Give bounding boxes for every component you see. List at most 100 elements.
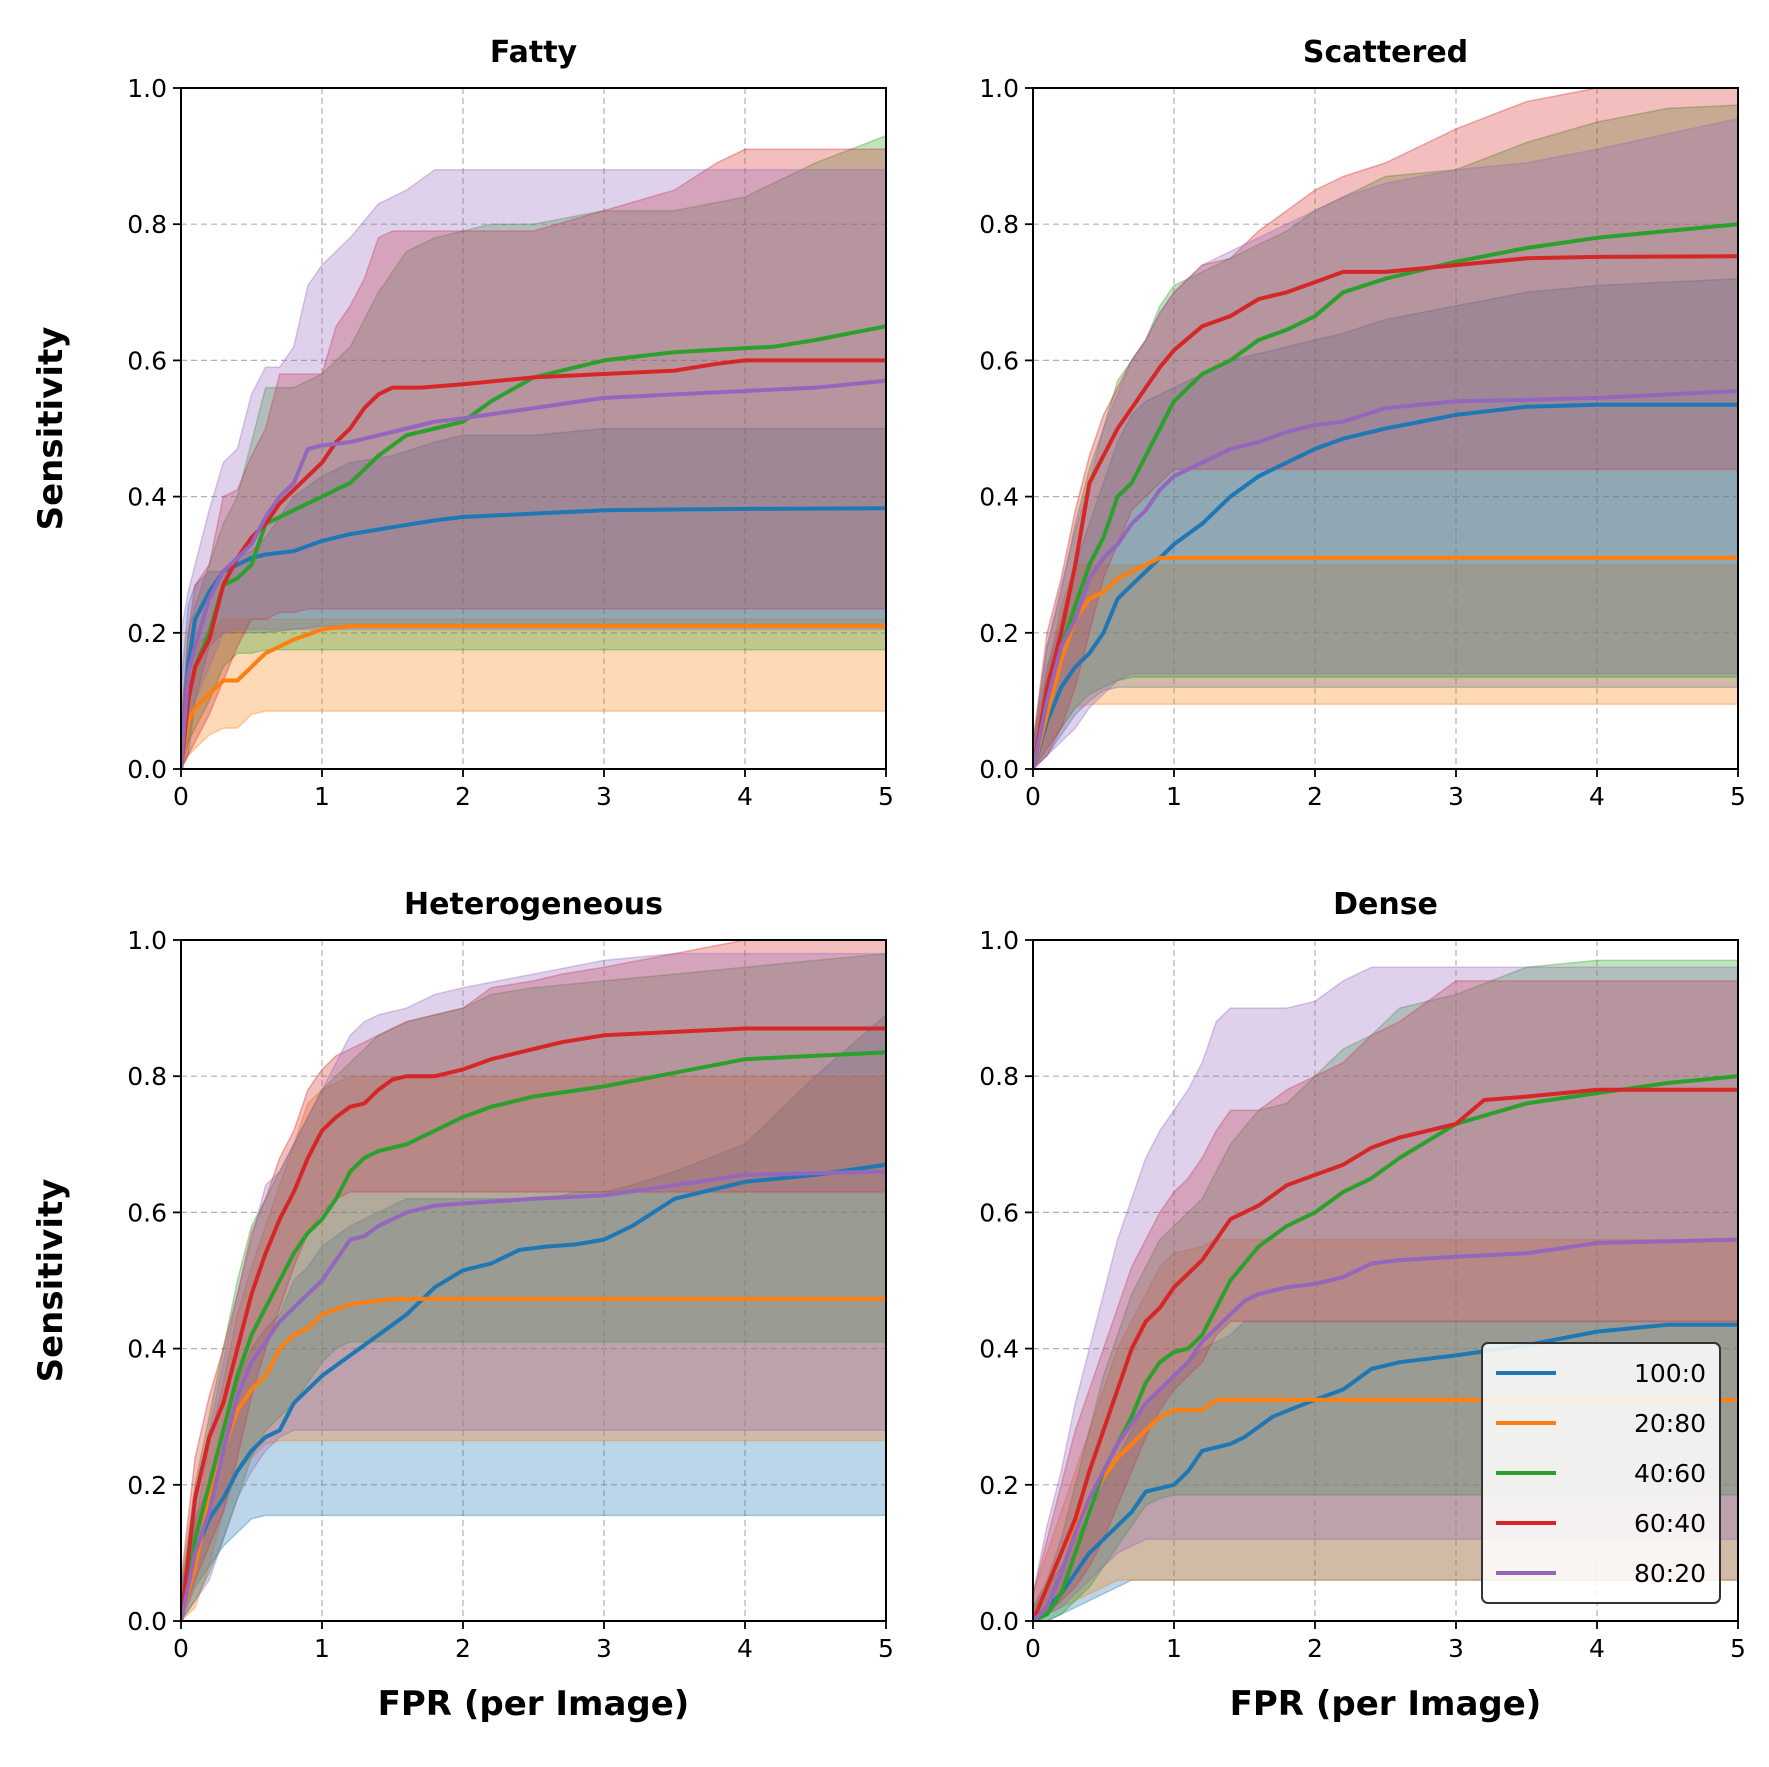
series-line-100-0 xyxy=(1033,1322,1738,1621)
x-tick-label: 5 xyxy=(1730,782,1746,811)
series-line-80-20 xyxy=(1033,1237,1738,1621)
subplot-title: Heterogeneous xyxy=(404,887,663,922)
legend-frame xyxy=(1481,1342,1721,1604)
legend: 100:0 20:80 40:60 60:40 80:20 xyxy=(1481,1342,1721,1604)
y-axis-label: Sensitivity xyxy=(31,327,71,531)
band-80-20 xyxy=(1033,117,1738,769)
series-line-60-40 xyxy=(181,1026,886,1621)
x-tick-label: 3 xyxy=(596,1634,612,1663)
x-tick-label: 1 xyxy=(314,1634,330,1663)
x-tick-label: 0 xyxy=(1025,1634,1041,1663)
y-tick-label: 0.4 xyxy=(979,1335,1019,1364)
y-tick-label: 0.2 xyxy=(979,619,1019,648)
x-tick-label: 4 xyxy=(737,1634,753,1663)
y-tick-label: 0.0 xyxy=(127,755,167,784)
y-tick-label: 1.0 xyxy=(127,926,167,955)
x-tick-label: 0 xyxy=(173,1634,189,1663)
y-tick-label: 0.0 xyxy=(979,1607,1019,1636)
series-line-100-0 xyxy=(181,506,886,769)
band-100-0 xyxy=(1033,277,1738,769)
subplot-0: 0 1 2 3 4 5 0.0 0.2 0.4 0.6 0.8 1.0 Fatty Sensitivity xyxy=(31,35,894,811)
x-axis-label: FPR (per Image) xyxy=(378,1684,690,1724)
lines xyxy=(1033,1074,1738,1621)
y-tick-label: 0.0 xyxy=(979,755,1019,784)
y-axis-label: Sensitivity xyxy=(31,1179,71,1383)
series-line-100-0 xyxy=(1033,402,1738,769)
x-tick-label: 2 xyxy=(455,782,471,811)
legend-label-20-80: 20:80 xyxy=(1634,1409,1706,1438)
band-100-0 xyxy=(181,1013,886,1621)
series-line-40-60 xyxy=(1033,222,1738,769)
y-tick-label: 0.8 xyxy=(127,1062,167,1091)
bands xyxy=(181,134,886,769)
y-tick-label: 0.4 xyxy=(127,483,167,512)
legend-label-80-20: 80:20 xyxy=(1634,1559,1706,1588)
x-tick-label: 3 xyxy=(1448,782,1464,811)
y-tick-label: 0.4 xyxy=(127,1335,167,1364)
band-60-40 xyxy=(181,148,886,769)
x-tick-label: 3 xyxy=(1448,1634,1464,1663)
x-tick-label: 2 xyxy=(1307,782,1323,811)
legend-label-60-40: 60:40 xyxy=(1634,1509,1706,1538)
x-axis-label: FPR (per Image) xyxy=(1230,1684,1542,1724)
y-tick-label: 0.8 xyxy=(979,1062,1019,1091)
y-tick-label: 0.6 xyxy=(127,346,167,375)
series-line-40-60 xyxy=(181,1050,886,1621)
x-tick-label: 0 xyxy=(173,782,189,811)
band-20-80 xyxy=(181,1075,886,1621)
axes-frame xyxy=(180,939,887,1622)
series-line-20-80 xyxy=(181,624,886,769)
x-tick-label: 4 xyxy=(1589,782,1605,811)
lines xyxy=(1033,222,1738,769)
band-20-80 xyxy=(181,618,886,769)
axes-frame xyxy=(180,87,887,770)
y-tick-label: 0.8 xyxy=(127,210,167,239)
y-tick-label: 0.8 xyxy=(979,210,1019,239)
x-tick-label: 0 xyxy=(1025,782,1041,811)
band-40-60 xyxy=(181,134,886,769)
band-100-0 xyxy=(181,427,886,769)
x-tick-label: 4 xyxy=(1589,1634,1605,1663)
series-line-20-80 xyxy=(1033,555,1738,769)
x-tick-label: 2 xyxy=(1307,1634,1323,1663)
y-tick-label: 0.6 xyxy=(127,1198,167,1227)
series-line-80-20 xyxy=(181,378,886,769)
band-60-40 xyxy=(181,940,886,1621)
y-tick-label: 0.2 xyxy=(127,619,167,648)
x-tick-label: 2 xyxy=(455,1634,471,1663)
x-tick-label: 4 xyxy=(737,782,753,811)
series-line-100-0 xyxy=(181,1162,886,1621)
y-tick-label: 0.0 xyxy=(127,1607,167,1636)
y-tick-label: 0.4 xyxy=(979,483,1019,512)
x-tick-label: 5 xyxy=(878,1634,894,1663)
subplot-1: 0 1 2 3 4 5 0.0 0.2 0.4 0.6 0.8 1.0 Scattered xyxy=(979,35,1746,811)
series-line-40-60 xyxy=(1033,1074,1738,1621)
band-40-60 xyxy=(1033,104,1738,769)
y-tick-label: 1.0 xyxy=(979,926,1019,955)
y-tick-label: 0.6 xyxy=(979,1198,1019,1227)
lines xyxy=(181,324,886,769)
legend-label-40-60: 40:60 xyxy=(1634,1459,1706,1488)
axes-frame xyxy=(1032,87,1739,770)
x-tick-label: 3 xyxy=(596,782,612,811)
subplot-title: Scattered xyxy=(1303,35,1468,70)
x-tick-label: 1 xyxy=(1166,782,1182,811)
band-60-40 xyxy=(1033,980,1738,1621)
bands xyxy=(181,940,886,1621)
axes-frame xyxy=(1032,939,1739,1622)
y-tick-label: 1.0 xyxy=(979,74,1019,103)
legend-label-100-0: 100:0 xyxy=(1634,1359,1706,1388)
x-tick-label: 5 xyxy=(878,782,894,811)
subplot-title: Fatty xyxy=(490,35,578,70)
lines xyxy=(181,1026,886,1621)
x-tick-label: 1 xyxy=(1166,1634,1182,1663)
y-tick-label: 0.2 xyxy=(127,1471,167,1500)
band-80-20 xyxy=(181,952,886,1621)
band-20-80 xyxy=(1033,563,1738,769)
x-tick-label: 5 xyxy=(1730,1634,1746,1663)
series-line-60-40 xyxy=(1033,254,1738,769)
series-line-60-40 xyxy=(1033,1087,1738,1621)
series-line-80-20 xyxy=(1033,389,1738,769)
